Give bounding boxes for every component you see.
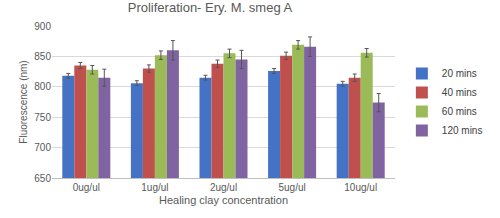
svg-text:650: 650 — [34, 173, 51, 184]
svg-text:20 mins: 20 mins — [442, 68, 477, 79]
svg-text:800: 800 — [34, 81, 51, 92]
svg-text:1ug/ul: 1ug/ul — [141, 182, 168, 193]
svg-text:750: 750 — [34, 112, 51, 123]
svg-text:10ug/ul: 10ug/ul — [344, 182, 377, 193]
svg-text:120 mins: 120 mins — [442, 125, 483, 136]
svg-text:60 mins: 60 mins — [442, 106, 477, 117]
svg-text:0ug/ul: 0ug/ul — [73, 182, 100, 193]
svg-text:Proliferation- Ery. M. smeg A: Proliferation- Ery. M. smeg A — [128, 0, 293, 15]
svg-text:900: 900 — [34, 21, 51, 32]
svg-text:40 mins: 40 mins — [442, 87, 477, 98]
svg-text:Fluorescence (nm): Fluorescence (nm) — [18, 60, 29, 143]
svg-text:2ug/ul: 2ug/ul — [210, 182, 237, 193]
svg-text:850: 850 — [34, 51, 51, 62]
svg-text:700: 700 — [34, 142, 51, 153]
svg-text:5ug/ul: 5ug/ul — [278, 182, 305, 193]
svg-text:Healing clay concentration: Healing clay concentration — [159, 194, 288, 206]
